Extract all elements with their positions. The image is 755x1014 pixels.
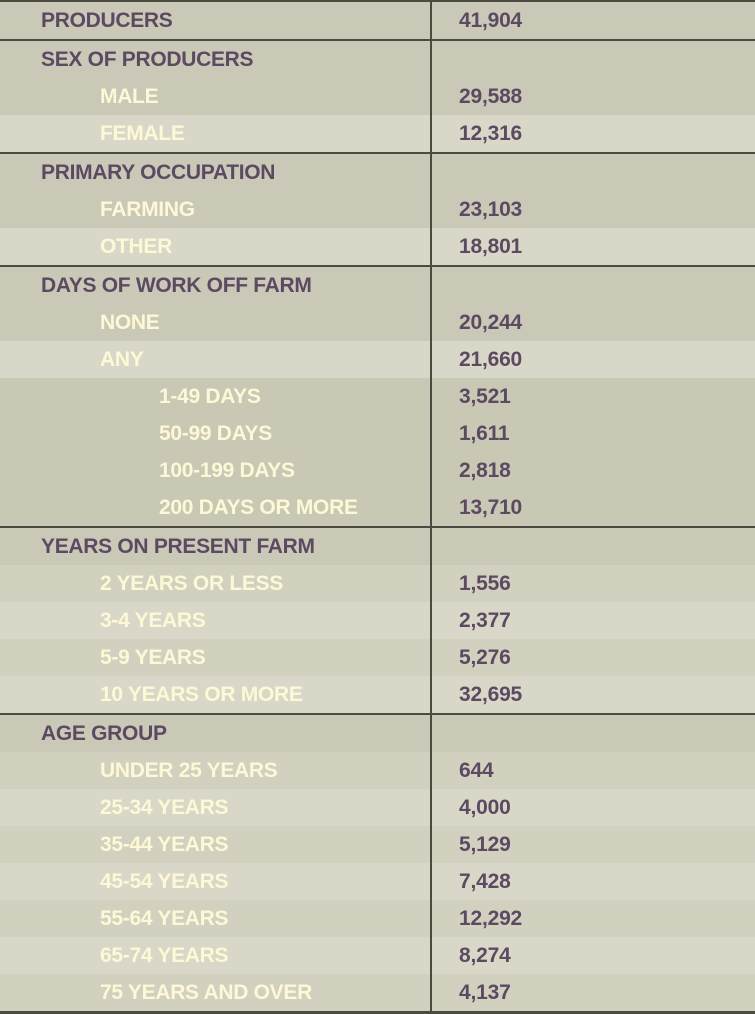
section-sex-of-producers: SEX OF PRODUCERS MALE 29,588 FEMALE 12,3… <box>0 41 755 154</box>
row-value: 8,274 <box>459 943 511 967</box>
table-row: 25-34 YEARS 4,000 <box>0 789 755 826</box>
table-row: NONE 20,244 <box>0 304 755 341</box>
table-row: 3-4 YEARS 2,377 <box>0 602 755 639</box>
table-row: 50-99 DAYS 1,611 <box>0 415 755 452</box>
section-header-row: DAYS OF WORK OFF FARM <box>0 267 755 304</box>
section-header-row: AGE GROUP <box>0 715 755 752</box>
row-value: 12,316 <box>459 121 523 145</box>
row-label: 1-49 DAYS <box>0 378 432 415</box>
row-label: 65-74 YEARS <box>0 937 432 974</box>
row-value: 1,611 <box>459 421 510 445</box>
row-label: 45-54 YEARS <box>0 863 432 900</box>
row-value: 5,276 <box>459 645 511 669</box>
row-label: 75 YEARS AND OVER <box>0 974 432 1011</box>
row-label: 5-9 YEARS <box>0 639 432 676</box>
row-value: 12,292 <box>459 906 523 930</box>
table-row: 75 YEARS AND OVER 4,137 <box>0 974 755 1011</box>
section-primary-occupation: PRIMARY OCCUPATION FARMING 23,103 OTHER … <box>0 154 755 267</box>
table-row: FARMING 23,103 <box>0 191 755 228</box>
row-value: 5,129 <box>459 832 511 856</box>
section-heading: AGE GROUP <box>0 715 432 752</box>
table-row: 5-9 YEARS 5,276 <box>0 639 755 676</box>
row-label: 3-4 YEARS <box>0 602 432 639</box>
table-row: ANY 21,660 <box>0 341 755 378</box>
table-row: FEMALE 12,316 <box>0 115 755 152</box>
row-value: 29,588 <box>459 84 523 108</box>
row-label: 100-199 DAYS <box>0 452 432 489</box>
table-row: 35-44 YEARS 5,129 <box>0 826 755 863</box>
row-value: 20,244 <box>459 310 523 334</box>
table-row: 55-64 YEARS 12,292 <box>0 900 755 937</box>
table-row: OTHER 18,801 <box>0 228 755 265</box>
row-label: MALE <box>0 78 432 115</box>
table-row: 10 YEARS OR MORE 32,695 <box>0 676 755 713</box>
section-producers: PRODUCERS 41,904 <box>0 2 755 41</box>
section-heading: DAYS OF WORK OFF FARM <box>0 267 432 304</box>
row-label: 25-34 YEARS <box>0 789 432 826</box>
row-value: 32,695 <box>459 682 523 706</box>
table-row: 1-49 DAYS 3,521 <box>0 378 755 415</box>
section-days-of-work-off-farm: DAYS OF WORK OFF FARM NONE 20,244 ANY 21… <box>0 267 755 528</box>
row-value: 3,521 <box>459 384 511 408</box>
row-label: 2 YEARS OR LESS <box>0 565 432 602</box>
table-row: 65-74 YEARS 8,274 <box>0 937 755 974</box>
section-heading: SEX OF PRODUCERS <box>0 41 432 78</box>
section-heading: PRIMARY OCCUPATION <box>0 154 432 191</box>
row-label: 55-64 YEARS <box>0 900 432 937</box>
row-label: 50-99 DAYS <box>0 415 432 452</box>
row-value: 18,801 <box>459 234 523 258</box>
any-days-breakdown: 1-49 DAYS 3,521 50-99 DAYS 1,611 100-199… <box>0 378 755 526</box>
row-label: 10 YEARS OR MORE <box>0 676 432 713</box>
row-value: 644 <box>459 758 494 782</box>
row-value: 13,710 <box>459 495 523 519</box>
row-value: 4,137 <box>459 980 511 1004</box>
table-row: 45-54 YEARS 7,428 <box>0 863 755 900</box>
table-row: UNDER 25 YEARS 644 <box>0 752 755 789</box>
section-header-row: YEARS ON PRESENT FARM <box>0 528 755 565</box>
row-label: FEMALE <box>0 115 432 152</box>
table-row: 200 DAYS OR MORE 13,710 <box>0 489 755 526</box>
row-value: 2,377 <box>459 608 511 632</box>
row-value: 2,818 <box>459 458 511 482</box>
row-value: 41,904 <box>459 8 523 32</box>
row-label: 200 DAYS OR MORE <box>0 489 432 526</box>
table-row: 2 YEARS OR LESS 1,556 <box>0 565 755 602</box>
section-age-group: AGE GROUP UNDER 25 YEARS 644 25-34 YEARS… <box>0 715 755 1014</box>
table-row: MALE 29,588 <box>0 78 755 115</box>
row-label: ANY <box>0 341 432 378</box>
row-label: PRODUCERS <box>0 2 432 39</box>
row-label: NONE <box>0 304 432 341</box>
row-value: 1,556 <box>459 571 511 595</box>
section-heading: YEARS ON PRESENT FARM <box>0 528 432 565</box>
section-header-row: SEX OF PRODUCERS <box>0 41 755 78</box>
row-label: OTHER <box>0 228 432 265</box>
row-label: UNDER 25 YEARS <box>0 752 432 789</box>
section-header-row: PRIMARY OCCUPATION <box>0 154 755 191</box>
row-label: FARMING <box>0 191 432 228</box>
table-row: PRODUCERS 41,904 <box>0 2 755 39</box>
table-row: 100-199 DAYS 2,818 <box>0 452 755 489</box>
row-value: 4,000 <box>459 795 511 819</box>
row-value: 21,660 <box>459 347 523 371</box>
section-years-on-present-farm: YEARS ON PRESENT FARM 2 YEARS OR LESS 1,… <box>0 528 755 715</box>
row-value: 23,103 <box>459 197 523 221</box>
row-label: 35-44 YEARS <box>0 826 432 863</box>
row-value: 7,428 <box>459 869 511 893</box>
